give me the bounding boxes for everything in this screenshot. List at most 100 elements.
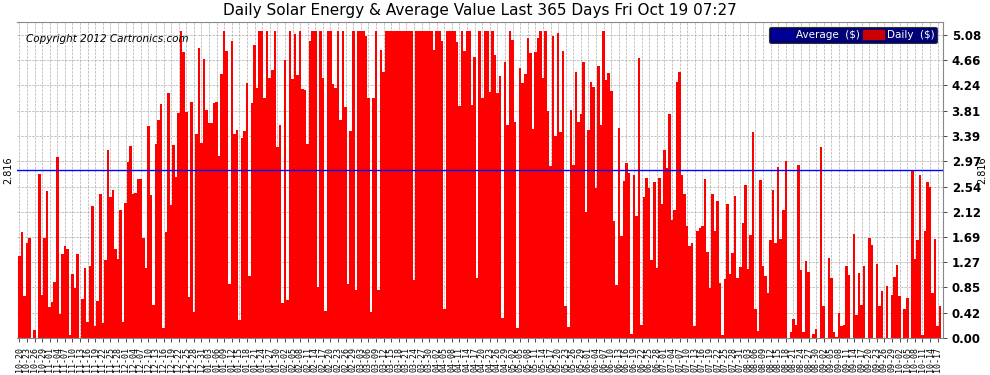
- Bar: [714, 231, 716, 338]
- Bar: [142, 238, 145, 338]
- Bar: [744, 185, 746, 338]
- Bar: [600, 125, 602, 338]
- Bar: [746, 269, 749, 338]
- Bar: [284, 60, 286, 338]
- Bar: [403, 31, 405, 338]
- Bar: [372, 98, 375, 338]
- Bar: [517, 328, 519, 338]
- Bar: [135, 193, 137, 338]
- Bar: [330, 31, 332, 338]
- Bar: [729, 274, 732, 338]
- Bar: [597, 66, 600, 338]
- Bar: [49, 308, 50, 338]
- Bar: [324, 311, 327, 338]
- Bar: [73, 288, 76, 338]
- Bar: [421, 31, 423, 338]
- Bar: [860, 304, 863, 338]
- Bar: [190, 102, 193, 338]
- Bar: [359, 31, 362, 338]
- Bar: [398, 31, 400, 338]
- Bar: [582, 62, 585, 338]
- Bar: [927, 182, 929, 338]
- Bar: [595, 188, 597, 338]
- Bar: [665, 168, 668, 338]
- Bar: [327, 31, 330, 338]
- Bar: [84, 268, 86, 338]
- Bar: [438, 31, 441, 338]
- Bar: [317, 287, 319, 338]
- Bar: [496, 93, 499, 338]
- Bar: [727, 204, 729, 338]
- Bar: [294, 34, 296, 338]
- Bar: [613, 221, 615, 338]
- Bar: [628, 172, 631, 338]
- Bar: [660, 204, 663, 338]
- Bar: [668, 114, 670, 338]
- Bar: [233, 134, 236, 338]
- Bar: [289, 31, 291, 338]
- Bar: [122, 321, 125, 338]
- Bar: [390, 31, 392, 338]
- Bar: [754, 309, 756, 338]
- Bar: [929, 188, 932, 338]
- Bar: [137, 179, 140, 338]
- Bar: [557, 33, 559, 338]
- Bar: [647, 188, 650, 338]
- Bar: [255, 88, 258, 338]
- Bar: [94, 326, 96, 338]
- Bar: [797, 165, 800, 338]
- Bar: [226, 51, 228, 338]
- Bar: [369, 312, 372, 338]
- Bar: [203, 59, 205, 338]
- Bar: [524, 74, 527, 338]
- Bar: [777, 167, 779, 338]
- Bar: [312, 31, 314, 338]
- Bar: [436, 31, 438, 338]
- Bar: [585, 212, 587, 338]
- Bar: [641, 325, 643, 338]
- Bar: [375, 31, 377, 338]
- Bar: [210, 123, 213, 338]
- Bar: [577, 122, 579, 338]
- Bar: [408, 31, 410, 338]
- Bar: [159, 104, 162, 338]
- Bar: [815, 328, 818, 338]
- Bar: [468, 31, 471, 338]
- Bar: [704, 179, 706, 338]
- Bar: [377, 290, 380, 338]
- Bar: [418, 31, 421, 338]
- Bar: [501, 318, 504, 338]
- Bar: [239, 320, 241, 338]
- Bar: [532, 129, 535, 338]
- Bar: [838, 313, 841, 338]
- Bar: [44, 238, 46, 338]
- Bar: [273, 31, 276, 338]
- Bar: [673, 210, 676, 338]
- Bar: [734, 196, 737, 338]
- Bar: [906, 298, 909, 338]
- Bar: [678, 72, 681, 338]
- Bar: [564, 306, 567, 338]
- Bar: [562, 51, 564, 338]
- Bar: [195, 134, 198, 338]
- Bar: [433, 51, 436, 338]
- Bar: [504, 62, 506, 338]
- Bar: [842, 325, 845, 338]
- Bar: [751, 132, 754, 338]
- Bar: [658, 178, 660, 338]
- Bar: [200, 143, 203, 338]
- Bar: [102, 323, 104, 338]
- Bar: [236, 130, 239, 338]
- Bar: [481, 98, 483, 338]
- Bar: [881, 291, 883, 338]
- Bar: [512, 40, 514, 338]
- Bar: [228, 284, 231, 338]
- Bar: [281, 303, 284, 338]
- Bar: [896, 265, 898, 338]
- Bar: [489, 92, 491, 338]
- Bar: [56, 157, 58, 338]
- Bar: [491, 32, 494, 338]
- Bar: [41, 295, 44, 338]
- Bar: [223, 31, 226, 338]
- Bar: [759, 180, 761, 338]
